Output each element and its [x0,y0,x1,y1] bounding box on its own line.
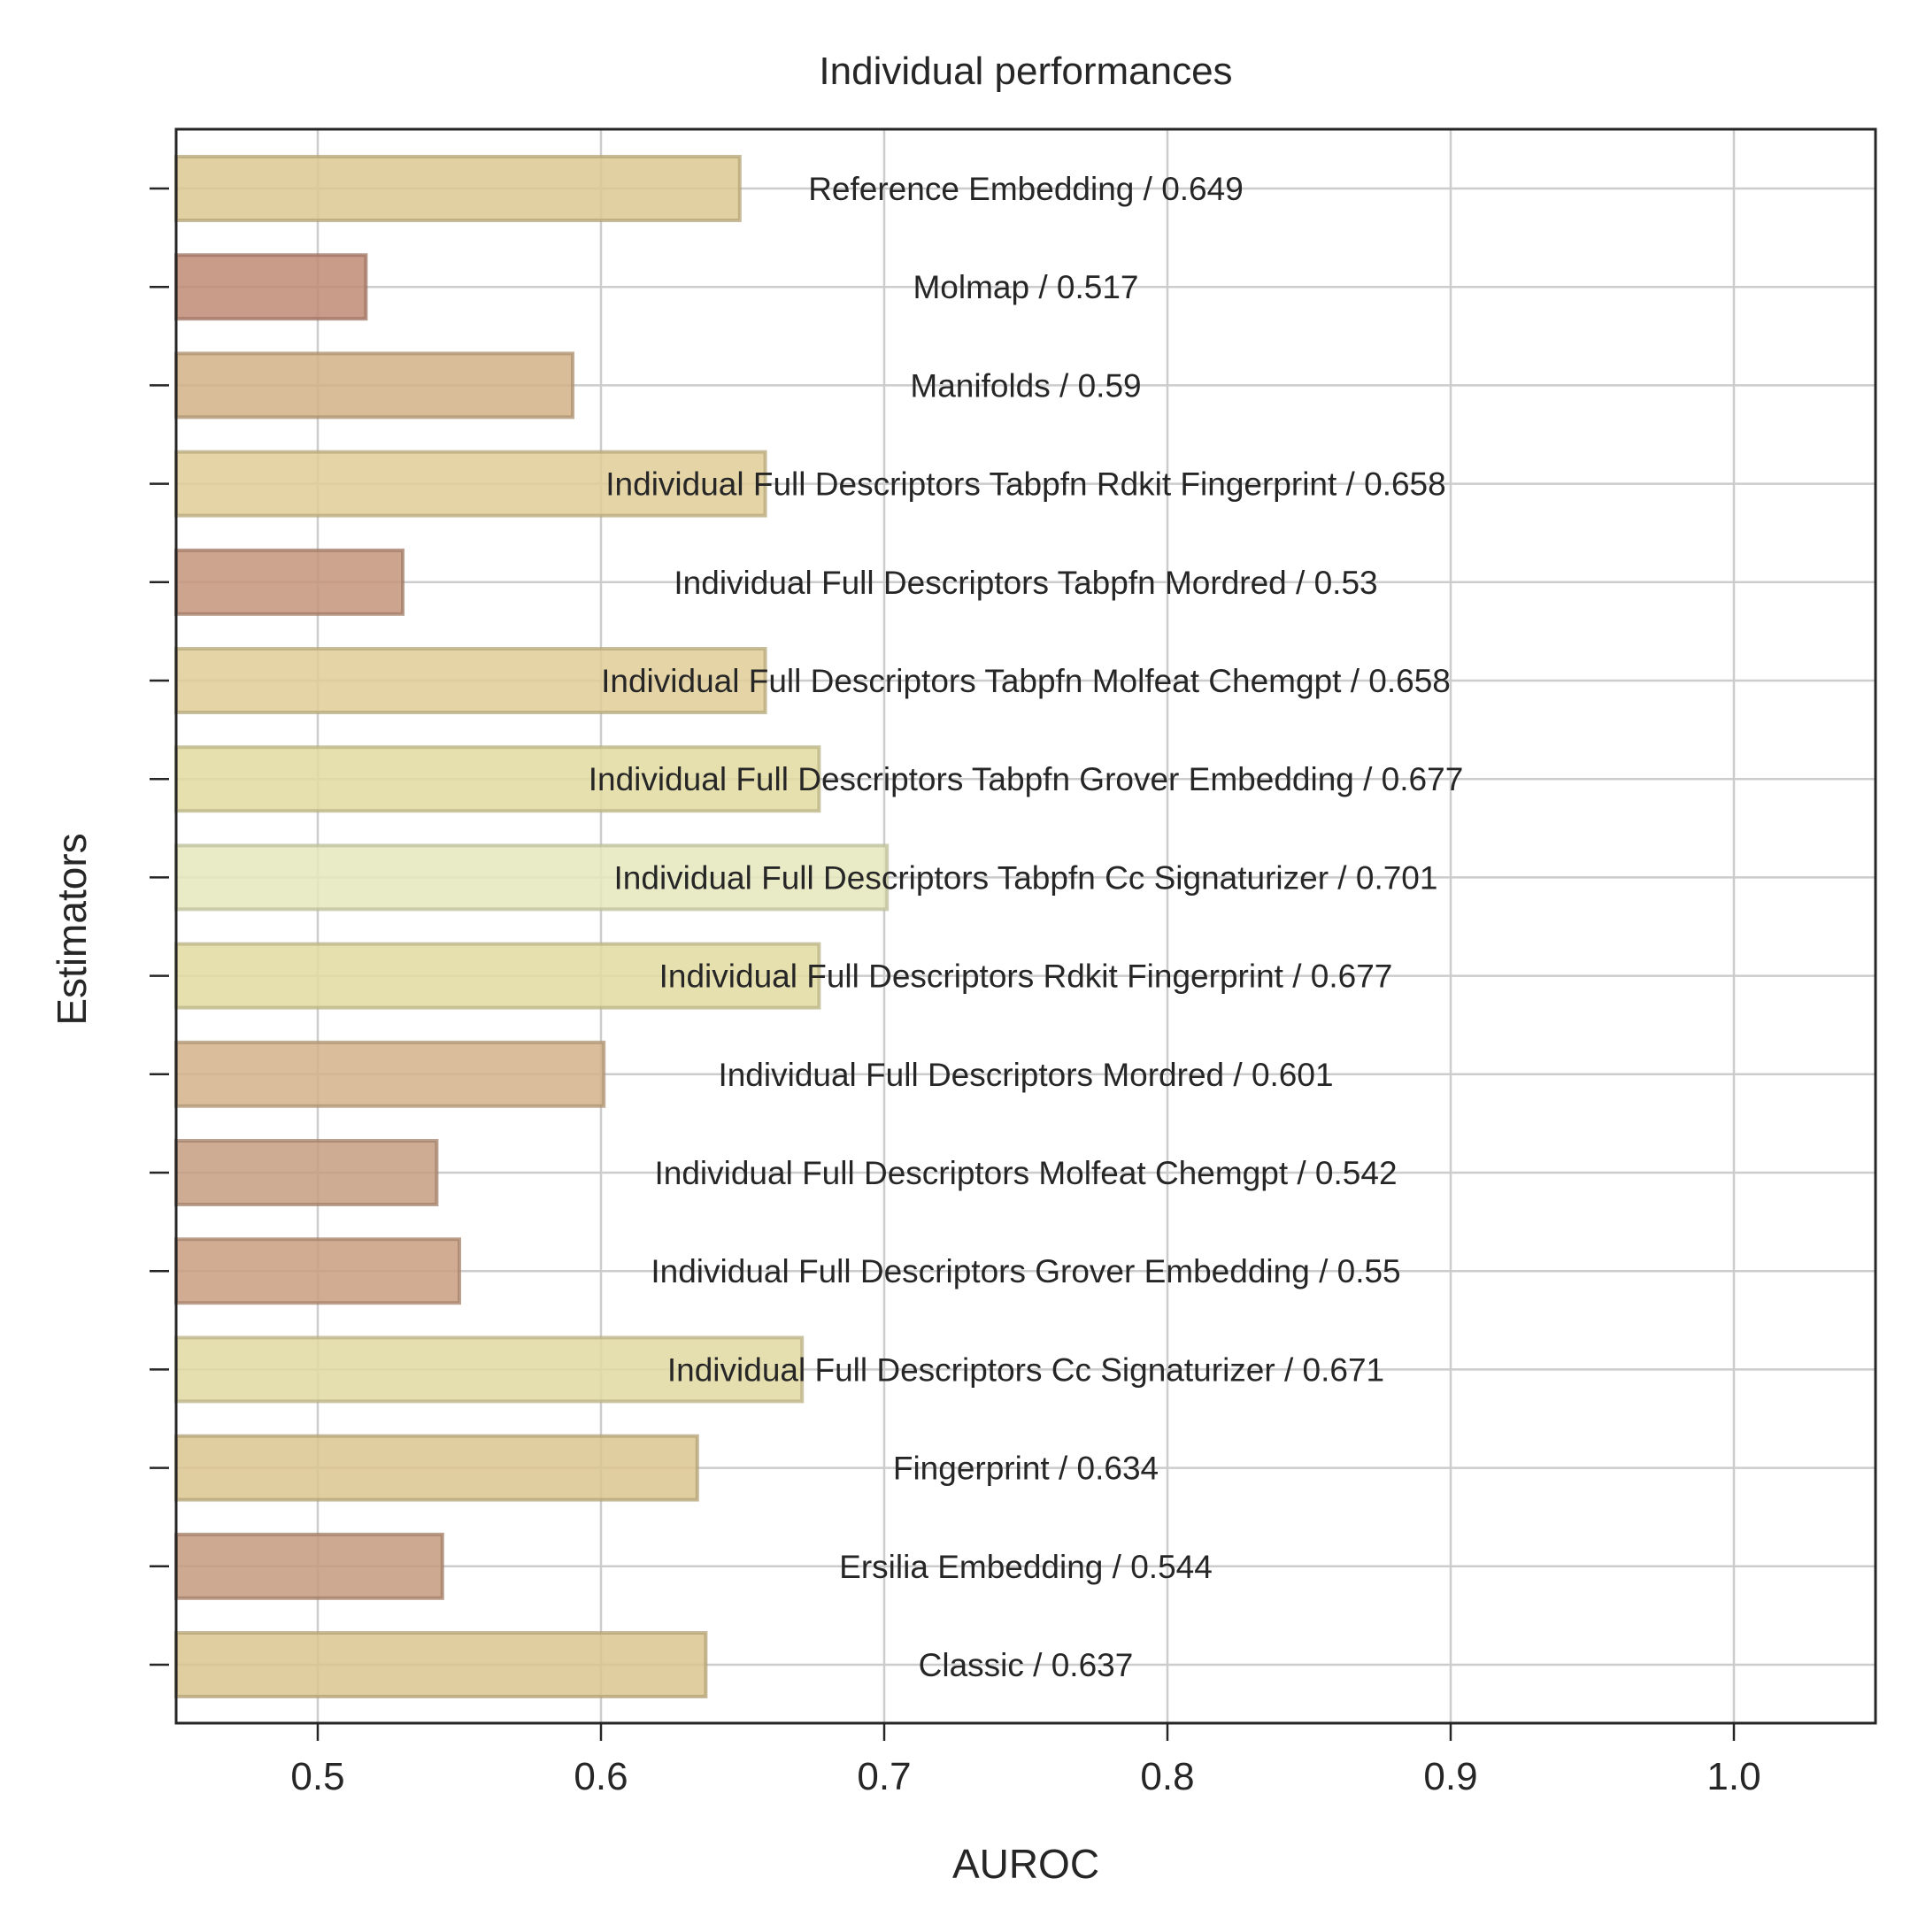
bar-data-label: Individual Full Descriptors Cc Signaturi… [667,1351,1384,1388]
bar-data-label: Classic / 0.637 [919,1647,1134,1683]
plot-frame [174,127,1877,1725]
bar-data-label: Individual Full Descriptors Rdkit Finger… [659,958,1393,995]
bar [174,155,742,222]
bar [174,351,574,419]
bar-data-label: Individual Full Descriptors Grover Embed… [651,1253,1400,1289]
bar [174,1237,461,1305]
x-tick-label: 0.6 [574,1755,628,1798]
x-tick-label: 0.8 [1140,1755,1194,1798]
bar [174,253,368,321]
bar-data-label: Individual Full Descriptors Molfeat Chem… [654,1155,1397,1191]
bar [174,1335,805,1404]
x-tick-label: 0.9 [1423,1755,1477,1798]
x-axis-label: AUROC [952,1841,1099,1887]
bar-labels: Reference Embedding / 0.649 Molmap / 0.51… [589,171,1464,1683]
y-ticks [150,187,169,1666]
bar-data-label: Molmap / 0.517 [913,269,1138,305]
bar-data-label: Individual Full Descriptors Tabpfn Cc Si… [614,859,1438,896]
bar-data-label: Individual Full Descriptors Tabpfn Rdkit… [605,466,1445,503]
bar [174,1631,708,1698]
bar-data-label: Individual Full Descriptors Tabpfn Grove… [589,761,1464,797]
y-axis-label: Estimators [49,833,95,1025]
bar [174,1139,439,1206]
x-tick-label: 0.5 [290,1755,344,1798]
x-tick-label: 0.7 [857,1755,911,1798]
bar [174,843,890,912]
bar-data-label: Fingerprint / 0.634 [893,1451,1159,1487]
chart-title: Individual performances [819,50,1232,93]
bar [174,647,767,714]
bar [174,942,821,1010]
bar-data-label: Reference Embedding / 0.649 [808,171,1244,207]
x-ticks: 0.5 0.6 0.7 0.8 0.9 1.0 [290,1723,1761,1798]
bar [174,1434,699,1502]
bar-data-label: Manifolds / 0.59 [910,367,1141,404]
bar-data-label: Ersilia Embedding / 0.544 [839,1549,1213,1585]
bar-data-label: Individual Full Descriptors Mordred / 0.… [718,1057,1333,1093]
bar [174,548,404,616]
bar [174,1040,606,1108]
bar-data-label: Individual Full Descriptors Tabpfn Mordr… [674,565,1377,601]
bar [174,1532,444,1600]
bar [174,745,821,813]
bar-data-label: Individual Full Descriptors Tabpfn Molfe… [601,663,1451,699]
x-tick-label: 1.0 [1706,1755,1760,1798]
bars [174,155,890,1698]
